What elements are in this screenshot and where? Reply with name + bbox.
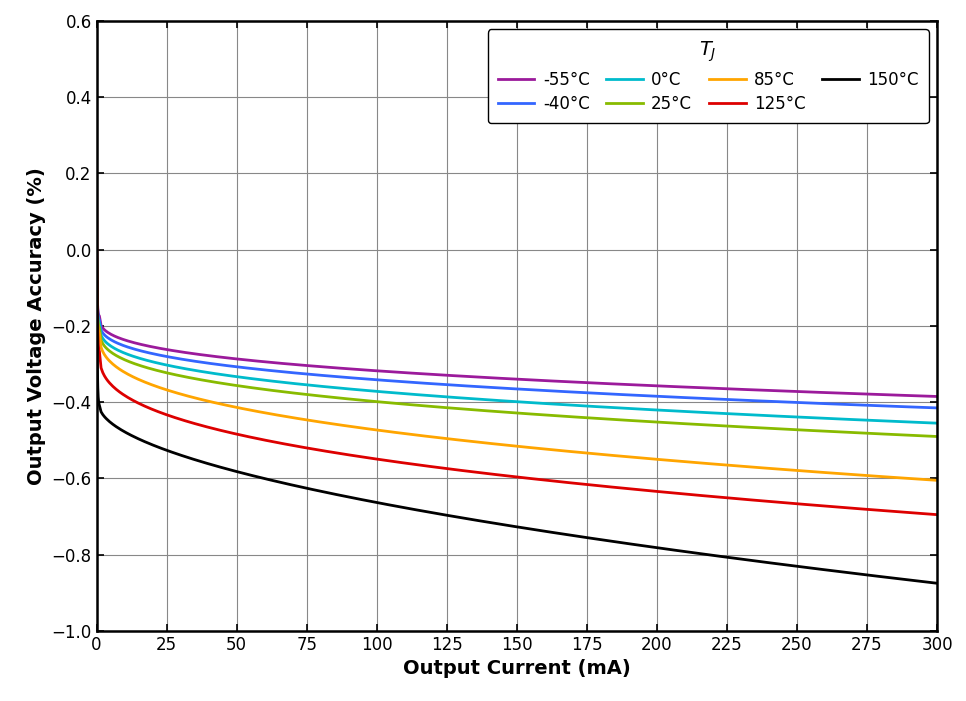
-40°C <box>91 245 102 254</box>
Line: 125°C: 125°C <box>97 181 937 515</box>
25°C <box>91 245 102 254</box>
125°C <box>327 448 338 456</box>
150°C <box>327 489 338 498</box>
-40°C <box>508 385 520 393</box>
125°C <box>360 454 372 462</box>
-40°C <box>820 400 832 408</box>
Line: -55°C: -55°C <box>97 250 937 397</box>
-55°C <box>360 366 372 374</box>
0°C <box>849 416 861 424</box>
0°C <box>360 386 372 395</box>
150°C <box>931 579 943 587</box>
85°C <box>91 245 102 254</box>
85°C <box>820 468 832 477</box>
25°C <box>292 389 303 397</box>
-40°C <box>292 369 303 377</box>
150°C <box>820 566 832 574</box>
150°C <box>508 522 520 531</box>
125°C <box>820 502 832 510</box>
Legend: -55°C, -40°C, 0°C, 25°C, 85°C, 125°C, 150°C: -55°C, -40°C, 0°C, 25°C, 85°C, 125°C, 15… <box>488 29 928 123</box>
125°C <box>292 442 303 451</box>
25°C <box>360 397 372 405</box>
-40°C <box>849 400 861 409</box>
25°C <box>931 433 943 441</box>
Y-axis label: Output Voltage Accuracy (%): Output Voltage Accuracy (%) <box>27 167 46 485</box>
0°C <box>327 383 338 392</box>
25°C <box>508 409 520 417</box>
Line: -40°C: -40°C <box>97 250 937 408</box>
-55°C <box>292 360 303 369</box>
125°C <box>508 472 520 481</box>
0°C <box>931 419 943 428</box>
-55°C <box>820 388 832 397</box>
150°C <box>849 569 861 578</box>
-40°C <box>360 375 372 383</box>
-55°C <box>508 375 520 383</box>
125°C <box>91 177 102 185</box>
150°C <box>292 482 303 491</box>
-55°C <box>849 390 861 398</box>
0°C <box>292 380 303 388</box>
25°C <box>849 428 861 437</box>
125°C <box>849 504 861 512</box>
-40°C <box>327 372 338 381</box>
85°C <box>508 442 520 450</box>
150°C <box>91 245 102 254</box>
85°C <box>849 470 861 479</box>
0°C <box>508 397 520 406</box>
Line: 85°C: 85°C <box>97 250 937 480</box>
-55°C <box>931 393 943 401</box>
0°C <box>91 245 102 254</box>
85°C <box>931 476 943 484</box>
25°C <box>327 393 338 402</box>
150°C <box>360 496 372 505</box>
85°C <box>292 414 303 423</box>
X-axis label: Output Current (mA): Output Current (mA) <box>403 660 631 679</box>
-55°C <box>327 363 338 372</box>
Line: 25°C: 25°C <box>97 250 937 437</box>
0°C <box>820 414 832 423</box>
125°C <box>931 510 943 519</box>
Line: 0°C: 0°C <box>97 250 937 423</box>
-40°C <box>931 404 943 412</box>
Line: 150°C: 150°C <box>97 250 937 583</box>
25°C <box>820 427 832 435</box>
85°C <box>360 424 372 433</box>
-55°C <box>91 245 102 254</box>
85°C <box>327 420 338 428</box>
